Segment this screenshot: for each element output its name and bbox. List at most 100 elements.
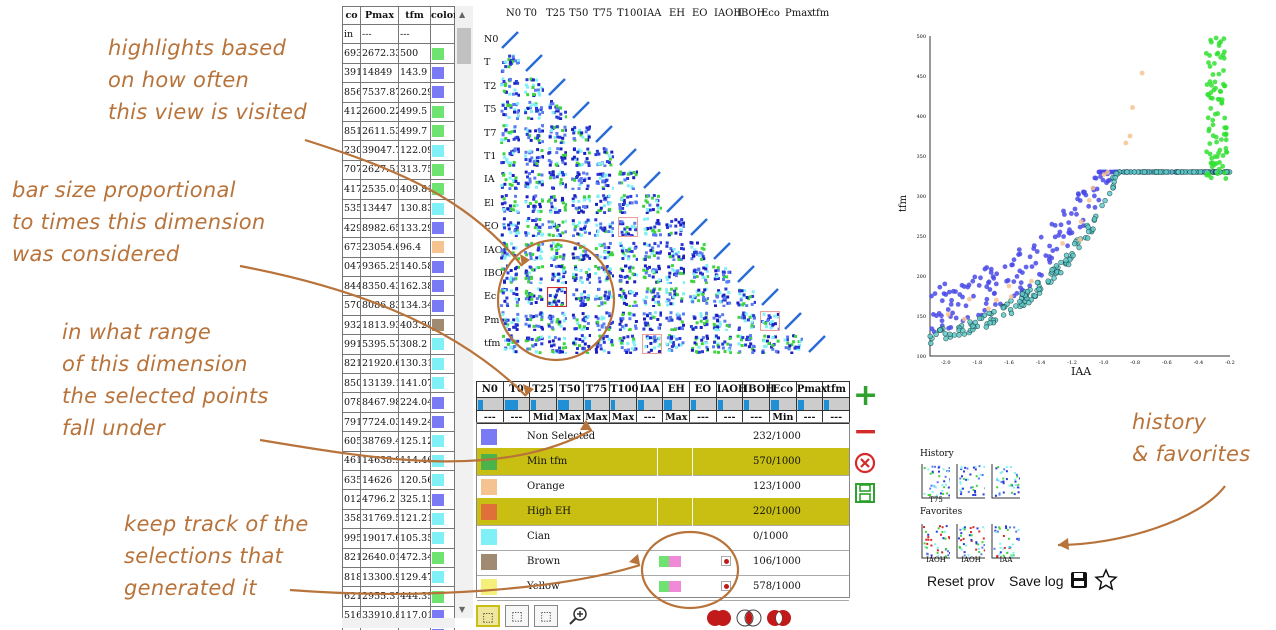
matrix-cell[interactable] bbox=[570, 124, 591, 144]
matrix-cell[interactable] bbox=[618, 217, 638, 238]
remove-selection-button[interactable]: − bbox=[853, 414, 879, 449]
table-row[interactable]: 417 2535.01 409.81 bbox=[342, 179, 455, 200]
selection-color-swatch[interactable] bbox=[481, 579, 497, 595]
matrix-cell[interactable] bbox=[594, 194, 614, 214]
favorite-thumbnail[interactable]: IAA bbox=[990, 522, 1020, 562]
dim-range[interactable]: --- bbox=[715, 410, 744, 424]
table-row[interactable]: 412 2600.22 499.5 bbox=[342, 101, 455, 122]
table-row[interactable]: 844 8350.43 162.38 bbox=[342, 276, 455, 297]
filter-row[interactable]: in --- --- bbox=[342, 23, 455, 45]
table-row[interactable]: 851 2611.53 499.7 bbox=[342, 120, 455, 142]
table-row[interactable]: 673 23054.6 96.4 bbox=[342, 237, 455, 258]
selection-row[interactable]: High EH 220/1000 bbox=[477, 498, 849, 526]
matrix-cell[interactable] bbox=[547, 170, 568, 191]
matrix-cell[interactable] bbox=[594, 264, 615, 284]
matrix-cell[interactable] bbox=[547, 287, 568, 308]
table-row[interactable]: 358 31769.5 121.21 bbox=[342, 508, 455, 530]
matrix-cell[interactable] bbox=[689, 240, 709, 261]
brush-subtract-tool[interactable]: ⬚ bbox=[534, 605, 558, 627]
table-row[interactable]: 707 2627.51 313.75 bbox=[342, 159, 455, 181]
table-row[interactable]: 621 2955.37 444.35 bbox=[342, 586, 455, 607]
col-header-pmax[interactable]: Pmax bbox=[360, 6, 399, 25]
matrix-cell[interactable] bbox=[524, 287, 544, 307]
matrix-cell[interactable] bbox=[571, 287, 591, 308]
table-row[interactable]: 078 8467.98 224.04 bbox=[342, 392, 455, 413]
matrix-cell[interactable] bbox=[547, 124, 568, 144]
table-row[interactable]: 391 14849 143.9 bbox=[342, 62, 455, 84]
matrix-cell[interactable] bbox=[618, 334, 638, 355]
matrix-cell[interactable] bbox=[618, 264, 638, 284]
matrix-cell[interactable] bbox=[641, 310, 662, 331]
matrix-cell[interactable] bbox=[594, 287, 614, 308]
scrollbar-thumb[interactable] bbox=[457, 28, 471, 64]
matrix-cell[interactable] bbox=[665, 217, 686, 237]
matrix-cell[interactable] bbox=[571, 241, 591, 261]
col-header-co[interactable]: co bbox=[342, 6, 361, 25]
matrix-cell[interactable] bbox=[641, 287, 662, 308]
table-row[interactable]: 818 13300.9 129.47 bbox=[342, 566, 455, 588]
matrix-cell[interactable] bbox=[500, 30, 520, 50]
matrix-cell[interactable] bbox=[689, 334, 709, 355]
matrix-cell[interactable] bbox=[500, 53, 520, 74]
matrix-cell[interactable] bbox=[760, 334, 780, 355]
selection-color-swatch[interactable] bbox=[481, 454, 497, 470]
table-row[interactable]: 991 5395.57 308.2 bbox=[342, 334, 455, 355]
matrix-cell[interactable] bbox=[523, 217, 544, 238]
matrix-cell[interactable] bbox=[524, 334, 544, 355]
matrix-cell[interactable] bbox=[807, 334, 827, 354]
filter-cell[interactable] bbox=[430, 23, 455, 45]
scroll-up-icon[interactable]: ▲ bbox=[459, 10, 466, 19]
matrix-cell[interactable] bbox=[594, 241, 615, 261]
table-row[interactable]: 635 14626 120.56 bbox=[342, 469, 455, 491]
set-op-icon[interactable] bbox=[721, 581, 731, 591]
matrix-cell[interactable] bbox=[523, 123, 544, 144]
matrix-cell[interactable] bbox=[736, 287, 756, 308]
selection-row[interactable]: Cian 0/1000 bbox=[477, 523, 849, 551]
matrix-cell[interactable] bbox=[689, 311, 709, 331]
matrix-cell[interactable] bbox=[547, 194, 568, 214]
matrix-cell[interactable] bbox=[570, 147, 591, 167]
add-selection-button[interactable]: + bbox=[853, 378, 879, 413]
selection-row[interactable]: Min tfm 570/1000 bbox=[477, 448, 849, 476]
matrix-cell[interactable] bbox=[712, 241, 732, 261]
matrix-cell[interactable] bbox=[524, 264, 544, 284]
selection-color-swatch[interactable] bbox=[481, 504, 497, 520]
matrix-cell[interactable] bbox=[618, 147, 638, 167]
reset-prov-button[interactable]: Reset prov bbox=[927, 573, 995, 589]
matrix-cell[interactable] bbox=[571, 334, 591, 355]
matrix-cell[interactable] bbox=[547, 311, 568, 331]
matrix-cell[interactable] bbox=[500, 77, 520, 97]
matrix-cell[interactable] bbox=[618, 193, 638, 214]
brush-add-tool[interactable]: ⬚ bbox=[505, 605, 529, 627]
table-row[interactable]: 535 13447 130.83 bbox=[342, 198, 455, 219]
save-selection-button[interactable] bbox=[853, 481, 877, 505]
matrix-cell[interactable] bbox=[571, 311, 591, 331]
provenance-mini-bars[interactable] bbox=[659, 581, 681, 592]
matrix-cell[interactable] bbox=[665, 264, 686, 284]
matrix-cell[interactable] bbox=[665, 240, 686, 261]
set-op-icon[interactable] bbox=[721, 556, 731, 566]
table-row[interactable]: 012 4796.2 325.13 bbox=[342, 489, 455, 510]
selection-row[interactable]: Yellow 578/1000 bbox=[477, 573, 849, 601]
table-row[interactable]: 995 19017.6 105.35 bbox=[342, 528, 455, 549]
matrix-cell[interactable] bbox=[500, 334, 520, 354]
matrix-cell[interactable] bbox=[523, 170, 544, 190]
table-row[interactable]: 461 14638.9 114.46 bbox=[342, 450, 455, 471]
matrix-cell[interactable] bbox=[618, 287, 638, 308]
scroll-down-icon[interactable]: ▼ bbox=[459, 605, 466, 614]
dim-range[interactable]: Min bbox=[769, 410, 797, 424]
set-operation-xor[interactable] bbox=[735, 607, 763, 630]
matrix-cell[interactable] bbox=[783, 334, 804, 355]
matrix-cell[interactable] bbox=[736, 311, 756, 331]
matrix-cell[interactable] bbox=[547, 100, 568, 121]
table-row[interactable]: 570 8086.83 134.34 bbox=[342, 295, 455, 316]
matrix-cell[interactable] bbox=[523, 241, 544, 261]
matrix-cell[interactable] bbox=[641, 264, 662, 284]
zoom-in-tool[interactable] bbox=[566, 605, 590, 627]
filter-cell[interactable]: in bbox=[342, 23, 361, 45]
matrix-cell[interactable] bbox=[618, 170, 638, 191]
selection-color-swatch[interactable] bbox=[481, 554, 497, 570]
matrix-cell[interactable] bbox=[523, 77, 544, 97]
matrix-cell[interactable] bbox=[760, 287, 780, 307]
matrix-cell[interactable] bbox=[500, 310, 520, 331]
